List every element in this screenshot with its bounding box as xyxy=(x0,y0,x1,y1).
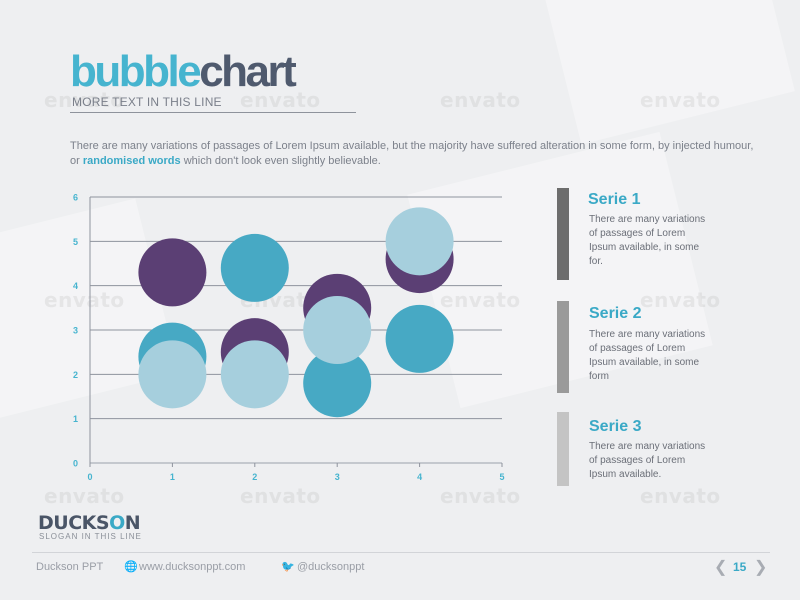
legend-text-serie-3: There are many variations of passages of… xyxy=(589,441,706,480)
watermark: envato xyxy=(640,484,721,508)
legend-bar-serie-1 xyxy=(557,188,569,280)
watermark: envato xyxy=(240,484,321,508)
brand-logo: DUCKSON xyxy=(38,512,141,534)
page-title: bubblechart xyxy=(70,47,297,96)
x-tick-label: 4 xyxy=(417,472,422,482)
y-tick-label: 3 xyxy=(73,326,78,336)
prev-page-button[interactable]: ❮ xyxy=(714,559,728,576)
legend-text-serie-1: There are many variations of passages of… xyxy=(589,214,706,267)
watermark: envato xyxy=(440,484,521,508)
logo-text-2: N xyxy=(124,512,141,534)
watermark: envato xyxy=(640,88,721,112)
y-tick-label: 6 xyxy=(73,193,78,203)
x-tick-label: 5 xyxy=(499,472,504,482)
bubble-serie-2 xyxy=(385,304,454,373)
y-tick-label: 2 xyxy=(73,370,78,380)
bubble-serie-1 xyxy=(138,238,207,307)
globe-icon: 🌐 xyxy=(124,561,138,573)
intro-highlight: randomised words xyxy=(82,155,181,167)
x-tick-label: 3 xyxy=(335,472,340,482)
page-number: 15 xyxy=(733,560,747,574)
y-tick-label: 1 xyxy=(73,414,78,424)
intro-text-after: which don't look even slightly believabl… xyxy=(180,155,381,167)
logo-o: O xyxy=(109,512,125,534)
intro-text-before: There are many variations of passages of… xyxy=(70,140,754,167)
subtitle-divider xyxy=(70,112,356,113)
legend-bar-serie-2 xyxy=(557,301,569,393)
x-tick-label: 1 xyxy=(170,472,175,482)
bubble-serie-3 xyxy=(220,340,289,409)
x-tick-label: 2 xyxy=(252,472,257,482)
watermark: envato xyxy=(44,484,125,508)
watermark: envato xyxy=(440,88,521,112)
watermark: envato xyxy=(240,88,321,112)
brand-slogan: SLOGAN IN THIS LINE xyxy=(39,532,142,541)
intro-paragraph: There are many variations of passages of… xyxy=(70,139,760,169)
bubble-serie-3 xyxy=(303,296,372,364)
logo-text-1: DUCKS xyxy=(38,512,110,534)
x-tick-label: 0 xyxy=(87,472,92,482)
next-page-button[interactable]: ❯ xyxy=(754,559,768,576)
legend-title-serie-1: Serie 1 xyxy=(588,191,641,208)
legend-bar-serie-3 xyxy=(557,412,569,486)
watermark: envato xyxy=(44,88,125,112)
footer-website-link[interactable]: www.ducksonppt.com xyxy=(139,561,246,573)
legend-title-serie-3: Serie 3 xyxy=(589,418,642,435)
y-tick-label: 5 xyxy=(73,237,78,247)
bubble-serie-2 xyxy=(220,233,289,302)
footer-divider xyxy=(32,552,770,553)
page-subtitle: MORE TEXT IN THIS LINE xyxy=(72,95,222,109)
watermark: envato xyxy=(440,288,521,312)
bubble-serie-2 xyxy=(303,349,372,418)
watermark: envato xyxy=(44,288,125,312)
y-tick-label: 0 xyxy=(73,459,78,469)
legend-title-serie-2: Serie 2 xyxy=(589,305,642,322)
bubble-serie-3 xyxy=(385,207,454,276)
title-part-1: bubble xyxy=(70,47,202,96)
title-part-2: chart xyxy=(199,47,297,96)
watermark: envato xyxy=(640,288,721,312)
bubble-serie-3 xyxy=(138,340,207,409)
y-tick-label: 4 xyxy=(73,281,78,291)
footer-company: Duckson PPT xyxy=(36,561,104,573)
twitter-icon: 🐦 xyxy=(281,561,295,573)
legend-text-serie-2: There are many variations of passages of… xyxy=(589,329,706,382)
footer-twitter-link[interactable]: @ducksonppt xyxy=(297,561,365,573)
